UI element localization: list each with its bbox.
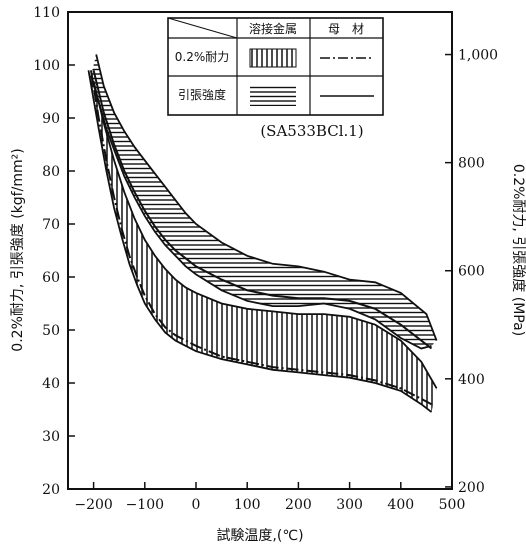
y-tick-label: 110: [33, 5, 60, 21]
band-lower-edge-0: [90, 75, 432, 350]
y-tick-label: 70: [42, 217, 60, 233]
y-axis-right: 200 400 600 800 1,000: [445, 48, 498, 496]
y-tick-label: 40: [42, 376, 60, 392]
legend-header-weld-metal: 溶接金属: [249, 21, 297, 36]
legend: 溶接金属 母 材 0.2%耐力 引張強度: [167, 17, 384, 116]
band-lower-edge-1: [87, 70, 433, 413]
x-tick-label: −200: [74, 497, 112, 513]
legend-corner-diagonal: [167, 17, 238, 39]
y-tick-label: 100: [33, 58, 60, 74]
legend-label-yield: 0.2%耐力: [175, 50, 230, 64]
y-tick-label: 80: [42, 164, 60, 180]
y2-tick-label: 800: [458, 156, 485, 172]
y-axis-title-left: 0.2%耐力, 引張強度 (kgf/mm²): [10, 148, 26, 351]
x-tick-label: 0: [192, 497, 201, 513]
y2-tick-label: 400: [458, 372, 485, 388]
y-tick-label: 50: [42, 323, 60, 339]
y-tick-label: 30: [42, 429, 60, 445]
y-tick-label: 90: [42, 111, 60, 127]
series-line-solid: [92, 70, 433, 350]
band-fill-vertical-1: [88, 70, 437, 413]
x-axis-title: 試験温度,(℃): [216, 528, 303, 544]
y2-tick-label: 1,000: [458, 48, 498, 64]
y2-tick-label: 600: [458, 264, 485, 280]
legend-header-base-metal: 母 材: [328, 22, 364, 36]
x-tick-label: 500: [439, 497, 466, 513]
x-tick-label: 100: [234, 497, 261, 513]
y-axis-title-right: 0.2%耐力, 引張強度 (MPa): [510, 164, 526, 336]
band-upper-edge-0: [95, 54, 438, 341]
y-tick-label: 60: [42, 270, 60, 286]
plot-frame: [67, 11, 453, 490]
series-layer: [90, 70, 433, 406]
x-tick-label: 300: [336, 497, 363, 513]
x-tick-label: 400: [387, 497, 414, 513]
x-tick-label: −100: [126, 497, 164, 513]
band-upper-edge-1: [92, 80, 438, 389]
y-axis-left: 20 30 40 50 60 70 80 90 100 110: [33, 5, 75, 498]
x-tick-label: 200: [285, 497, 312, 513]
x-axis: −200 −100 0 100 200 300 400 500: [74, 482, 465, 513]
legend-label-tensile: 引張強度: [178, 87, 226, 102]
material-annotation: (SA533BCl.1): [260, 122, 363, 140]
band-layer: [87, 54, 438, 413]
legend-swatch-vertical-hatch: [249, 48, 297, 68]
y-tick-label: 20: [42, 482, 60, 498]
y2-tick-label: 200: [458, 480, 485, 496]
series-line-dash-dot: [90, 70, 432, 406]
legend-swatch-horizontal-hatch: [250, 86, 296, 106]
band-fill-horizontal-0: [91, 54, 437, 349]
